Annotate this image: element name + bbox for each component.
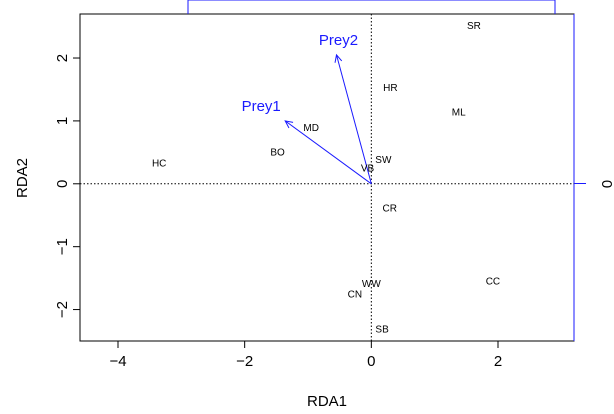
arrow-label-prey2: Prey2	[319, 32, 358, 49]
y-tick-label: 1	[54, 117, 71, 125]
arrow-head-prey1	[284, 120, 294, 129]
site-label-ml: ML	[452, 107, 466, 118]
site-label-cn: CN	[348, 290, 362, 301]
arrow-shaft-prey1	[284, 120, 372, 185]
site-label-bo: BO	[270, 148, 285, 159]
plot-frame	[79, 13, 575, 342]
site-label-sr: SR	[467, 21, 481, 32]
site-label-hc: HC	[152, 158, 166, 169]
site-label-sb: SB	[375, 324, 389, 335]
x-tick-label: 0	[367, 353, 375, 370]
plot-area: 0	[79, 0, 614, 342]
site-label-cc: CC	[486, 277, 500, 288]
right-axis-tick-label: 0	[598, 180, 614, 188]
site-label-cr: CR	[382, 204, 396, 215]
x-tick-label: −4	[109, 353, 126, 370]
site-label-sw: SW	[375, 155, 392, 166]
y-tick-label: 2	[54, 54, 71, 62]
arrow-label-prey1: Prey1	[242, 98, 281, 115]
reference-lines	[80, 14, 574, 341]
site-label-hr: HR	[383, 83, 397, 94]
biplot-arrows: Prey1 Prey2	[242, 32, 372, 185]
x-axis-title: RDA1	[307, 393, 347, 410]
y-tick-label: −2	[54, 301, 71, 318]
site-label-vb: VB	[361, 163, 375, 174]
y-tick-label: 0	[54, 180, 71, 188]
y-axis: −2 −1 0 1 2	[54, 54, 80, 318]
x-tick-label: −2	[236, 353, 253, 370]
x-axis: −4 −2 0 2	[109, 341, 502, 370]
site-label-md: MD	[303, 123, 319, 134]
arrow-head-prey2	[334, 53, 343, 63]
y-axis-title: RDA2	[14, 158, 31, 198]
site-label-ww: WW	[362, 279, 381, 290]
x-tick-label: 2	[494, 353, 502, 370]
arrow-shaft-prey2	[336, 54, 372, 184]
y-tick-label: −1	[54, 238, 71, 255]
